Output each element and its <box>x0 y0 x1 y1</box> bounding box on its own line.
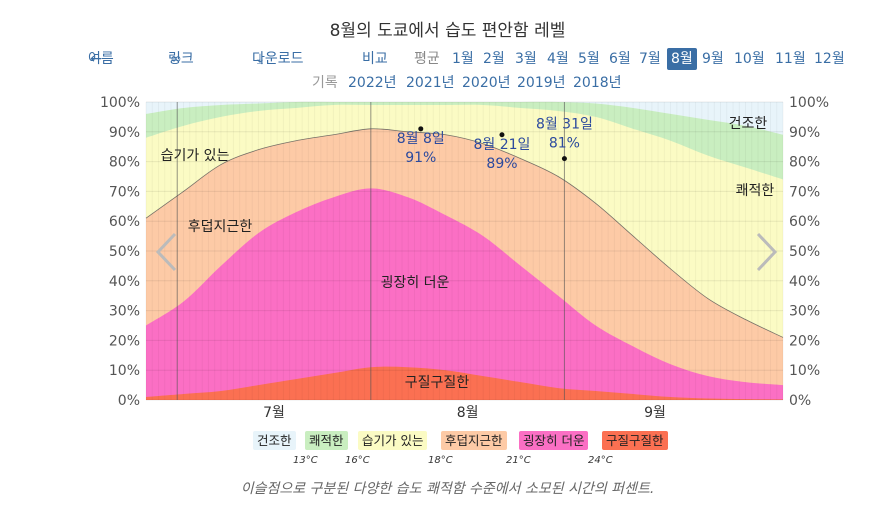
annotation-value: 89% <box>486 156 517 172</box>
record-bar: 기록 2022년 2021년 2020년 2019년 2018년 <box>0 73 895 93</box>
year-link-2020[interactable]: 2020년 <box>462 75 511 91</box>
chevron-left-icon[interactable] <box>155 232 177 272</box>
month-link-6[interactable]: 6월 <box>609 51 631 67</box>
year-link-2018[interactable]: 2018년 <box>573 75 622 91</box>
annotation-value: 81% <box>549 136 580 152</box>
download-icon: ⤓ <box>256 51 264 67</box>
y-tick-right: 60% <box>789 214 820 230</box>
y-tick-left: 10% <box>109 363 140 379</box>
label-humid: 습기가 있는 <box>161 148 230 164</box>
x-tick-label: 7월 <box>263 405 285 421</box>
y-tick-left: 100% <box>100 95 140 111</box>
chart-grid <box>145 101 784 401</box>
year-link-2022[interactable]: 2022년 <box>348 75 397 91</box>
y-tick-right: 20% <box>789 333 820 349</box>
annotation-point <box>499 132 505 138</box>
legend-dry: 건조한 <box>253 431 296 450</box>
y-tick-left: 90% <box>109 125 140 141</box>
month-link-1[interactable]: 1월 <box>452 51 474 67</box>
year-link-2019[interactable]: 2019년 <box>517 75 566 91</box>
y-tick-right: 80% <box>789 155 820 171</box>
annotation-point <box>561 156 567 162</box>
x-axis-labels: 7월 8월 9월 <box>263 405 666 421</box>
label-comfortable: 쾌적한 <box>736 183 775 199</box>
y-tick-left: 0% <box>118 393 140 409</box>
y-tick-left: 50% <box>109 244 140 260</box>
annotation-date: 8월 8일 <box>397 131 445 147</box>
y-tick-right: 90% <box>789 125 820 141</box>
chart-title: 8월의 도쿄에서 습도 편안함 레벨 <box>329 21 566 41</box>
month-link-8-selected[interactable]: 8월 <box>667 48 697 70</box>
month-link-10[interactable]: 10월 <box>734 51 765 67</box>
area-oppressive <box>146 188 783 400</box>
annotation-date: 8월 31일 <box>536 117 593 133</box>
annotation-date: 8월 21일 <box>474 137 531 153</box>
legend-humid: 습기가 있는 <box>358 431 428 450</box>
month-link-11[interactable]: 11월 <box>775 51 806 67</box>
threshold-13: 13°C <box>293 455 318 466</box>
annotations: 8월 8일 91% 8월 21일 89% 8월 31일 81% <box>397 117 593 172</box>
label-oppressive: 굉장히 더운 <box>381 275 450 291</box>
back-label: 여름 <box>88 51 114 67</box>
label-dry: 건조한 <box>729 116 768 132</box>
muggy-boundary-line <box>145 128 784 338</box>
label-muggy: 후덥지근한 <box>188 219 253 235</box>
chevron-right-icon[interactable] <box>756 232 778 272</box>
average-label: 평균 <box>414 51 440 67</box>
arrow-left-icon: ← <box>90 51 102 67</box>
y-tick-right: 0% <box>789 393 811 409</box>
y-tick-left: 30% <box>109 304 140 320</box>
month-link-9[interactable]: 9월 <box>702 51 724 67</box>
y-tick-left: 40% <box>109 274 140 290</box>
nav-bar: ← 여름 ∞ 링크 ⤓ 다운로드 비교 평균 1월 2월 3월 4월 5월 6월… <box>0 48 895 70</box>
record-label: 기록 <box>312 75 338 91</box>
y-tick-left: 70% <box>109 184 140 200</box>
year-link-2021[interactable]: 2021년 <box>406 75 455 91</box>
chart-caption: 이슬점으로 구분된 다양한 습도 쾌적함 수준에서 소모된 시간의 퍼센트. <box>240 481 655 497</box>
compare-button[interactable]: 비교 <box>362 51 388 67</box>
area-miserable <box>146 366 783 400</box>
threshold-21: 21°C <box>506 455 531 466</box>
legend-miserable: 구질구질한 <box>602 431 668 450</box>
month-link-2[interactable]: 2월 <box>483 51 505 67</box>
link-label: 링크 <box>168 51 194 67</box>
y-tick-right: 70% <box>789 184 820 200</box>
link-icon: ∞ <box>170 51 182 67</box>
y-tick-left: 60% <box>109 214 140 230</box>
y-tick-left: 80% <box>109 155 140 171</box>
threshold-24: 24°C <box>588 455 613 466</box>
legend: 건조한 쾌적한 습기가 있는 후덥지근한 굉장히 더운 구질구질한 <box>0 431 895 451</box>
legend-oppressive: 굉장히 더운 <box>519 431 589 450</box>
legend-muggy: 후덥지근한 <box>441 431 507 450</box>
y-tick-right: 50% <box>789 244 820 260</box>
y-tick-right: 10% <box>789 363 820 379</box>
annotation-value: 91% <box>405 150 436 166</box>
annotation-point <box>418 126 424 132</box>
month-link-12[interactable]: 12월 <box>814 51 845 67</box>
month-link-7[interactable]: 7월 <box>639 51 661 67</box>
x-tick-label: 9월 <box>644 405 666 421</box>
humidity-chart: 0% 0% 10% 10% 20% 20% 30% 30% 40% 40% 50% 50% 60% 60%… <box>100 95 829 421</box>
month-link-4[interactable]: 4월 <box>547 51 569 67</box>
y-tick-right: 40% <box>789 274 820 290</box>
threshold-16: 16°C <box>345 455 370 466</box>
y-tick-right: 100% <box>789 95 829 111</box>
x-tick-label: 8월 <box>457 405 479 421</box>
threshold-18: 18°C <box>428 455 453 466</box>
label-miserable: 구질구질한 <box>405 375 470 391</box>
y-tick-right: 30% <box>789 304 820 320</box>
chart-areas <box>145 101 784 401</box>
legend-comfortable: 쾌적한 <box>305 431 348 450</box>
download-label: 다운로드 <box>252 51 304 67</box>
y-axis-labels: 0% 0% 10% 10% 20% 20% 30% 30% 40% 40% 50% 50% 60% 60%… <box>100 95 829 409</box>
y-tick-left: 20% <box>109 333 140 349</box>
month-link-3[interactable]: 3월 <box>515 51 537 67</box>
month-link-5[interactable]: 5월 <box>578 51 600 67</box>
